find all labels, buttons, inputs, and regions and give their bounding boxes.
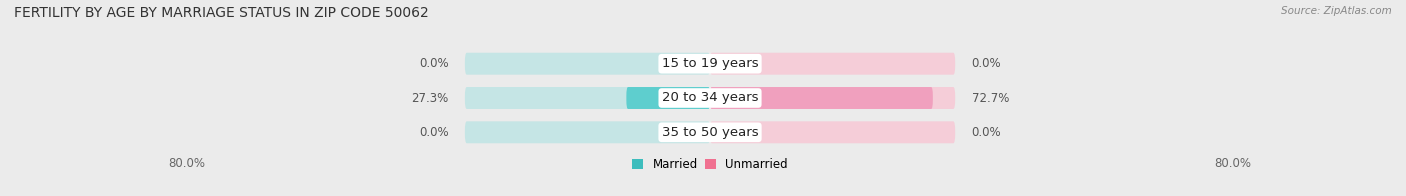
FancyBboxPatch shape <box>710 87 932 109</box>
Text: 0.0%: 0.0% <box>972 126 1001 139</box>
Text: 35 to 50 years: 35 to 50 years <box>662 126 758 139</box>
Text: 0.0%: 0.0% <box>419 57 449 70</box>
FancyBboxPatch shape <box>626 87 710 109</box>
FancyBboxPatch shape <box>710 121 955 143</box>
Text: 0.0%: 0.0% <box>419 126 449 139</box>
Text: 15 to 19 years: 15 to 19 years <box>662 57 758 70</box>
FancyBboxPatch shape <box>710 87 955 109</box>
FancyBboxPatch shape <box>710 53 955 75</box>
FancyBboxPatch shape <box>465 121 710 143</box>
Text: 27.3%: 27.3% <box>412 92 449 104</box>
FancyBboxPatch shape <box>465 53 710 75</box>
FancyBboxPatch shape <box>465 87 710 109</box>
Legend: Married, Unmarried: Married, Unmarried <box>633 158 787 171</box>
Text: Source: ZipAtlas.com: Source: ZipAtlas.com <box>1281 6 1392 16</box>
Text: 0.0%: 0.0% <box>972 57 1001 70</box>
Text: FERTILITY BY AGE BY MARRIAGE STATUS IN ZIP CODE 50062: FERTILITY BY AGE BY MARRIAGE STATUS IN Z… <box>14 6 429 20</box>
Text: 72.7%: 72.7% <box>972 92 1010 104</box>
Text: 20 to 34 years: 20 to 34 years <box>662 92 758 104</box>
